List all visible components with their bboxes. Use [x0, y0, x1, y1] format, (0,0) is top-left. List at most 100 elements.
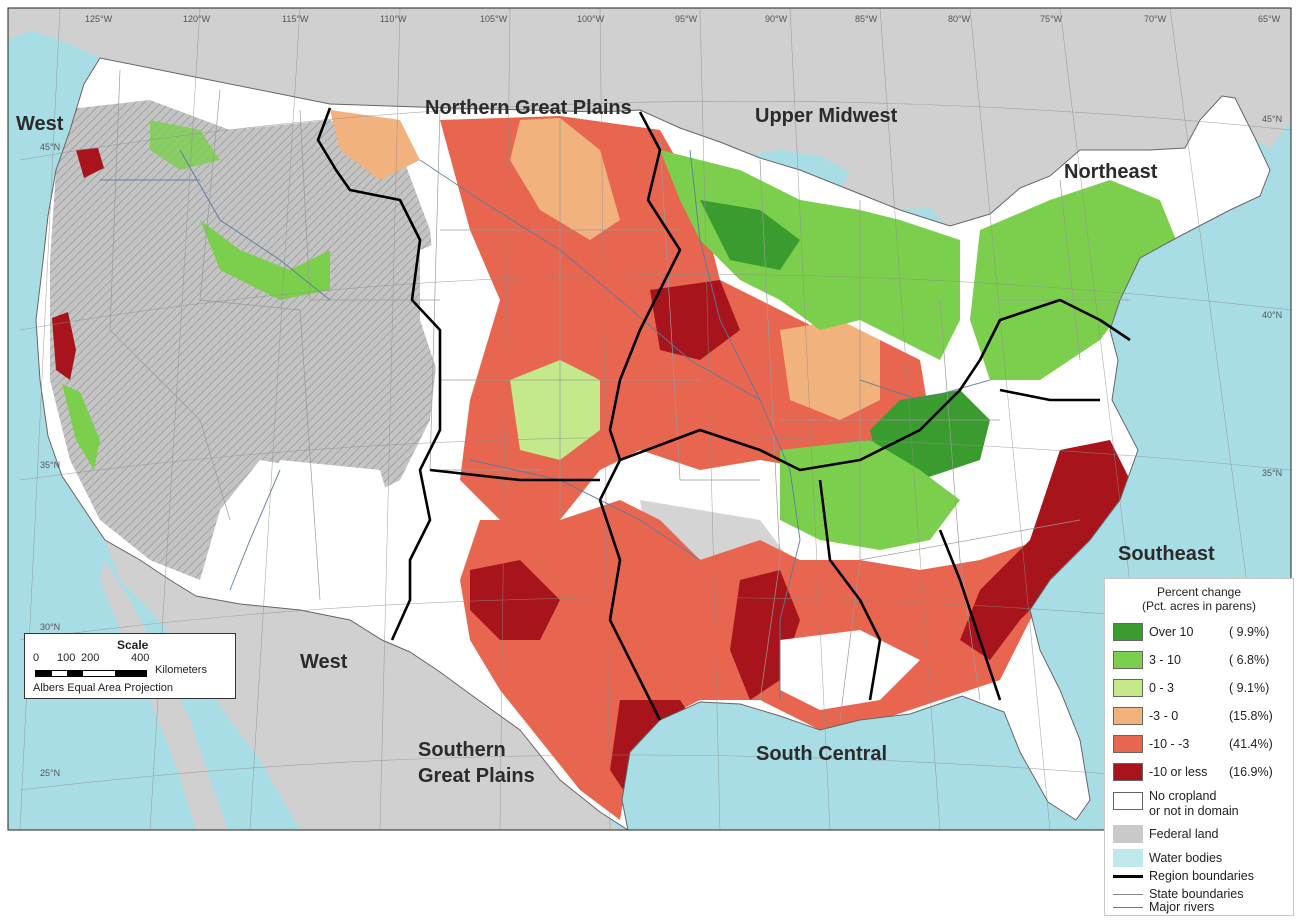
legend-pct: (41.4%)	[1229, 737, 1273, 751]
no-cropland-gulf-coast	[780, 630, 920, 710]
legend-water-bodies: Water bodies	[1113, 847, 1222, 869]
legend-state-boundaries: State boundaries	[1113, 885, 1244, 903]
legend-label: Major rivers	[1149, 900, 1215, 914]
legend-pct: (15.8%)	[1229, 709, 1273, 723]
legend-class-over-10: Over 10 ( 9.9%)	[1113, 621, 1269, 643]
change-minus3-to-0-plains	[510, 118, 620, 240]
scale-tick-0: 0	[33, 652, 40, 664]
legend-line	[1113, 893, 1143, 895]
region-label-upper-midwest: Upper Midwest	[755, 105, 898, 127]
change-3-to-10-upper-midwest	[660, 150, 960, 360]
scale-units: Kilometers	[155, 664, 207, 676]
legend-swatch	[1113, 792, 1143, 810]
region-label-west-north: West	[16, 113, 64, 135]
legend-pct: (16.9%)	[1229, 765, 1273, 779]
scale-tick-400: 400	[131, 652, 150, 664]
scale-title: Scale	[117, 638, 149, 652]
region-label-west-south: West	[300, 651, 348, 673]
change-minus10-or-less-central-valley	[52, 312, 76, 380]
legend-class-0-3: 0 - 3 ( 9.1%)	[1113, 677, 1269, 699]
region-label-southern-great-plains-2: Great Plains	[418, 765, 535, 787]
lat-label: 30°N	[40, 622, 60, 632]
lon-label: 70°W	[1144, 14, 1167, 24]
legend-pct: ( 9.9%)	[1229, 625, 1270, 639]
projection-label: Albers Equal Area Projection	[33, 682, 174, 694]
no-cropland-west	[240, 460, 400, 600]
scale-bar	[35, 670, 147, 677]
lon-label: 105°W	[480, 14, 508, 24]
legend-line	[1113, 906, 1143, 908]
legend-region-boundaries: Region boundaries	[1113, 867, 1254, 885]
region-label-southern-great-plains: Southern	[418, 739, 506, 761]
legend: Percent change (Pct. acres in parens) Ov…	[1104, 578, 1294, 916]
change-minus10-or-less-iowa	[650, 280, 740, 360]
region-label-northeast: Northeast	[1064, 161, 1158, 183]
change-minus10-or-less-texas	[470, 560, 560, 640]
lon-label: 65°W	[1258, 14, 1281, 24]
change-over-10-upper-midwest	[700, 200, 800, 270]
legend-swatch	[1113, 735, 1143, 753]
legend-label: -10 - -3	[1149, 737, 1190, 751]
legend-swatch	[1113, 849, 1143, 867]
no-cropland-florida	[990, 680, 1080, 820]
legend-major-rivers: Major rivers	[1113, 899, 1214, 915]
lon-label: 85°W	[855, 14, 878, 24]
legend-label: 3 - 10	[1149, 653, 1181, 667]
lon-label: 115°W	[282, 14, 309, 24]
legend-no-cropland: No cropland or not in domain	[1113, 789, 1239, 821]
scale-box: Scale 0 100 200 400 Kilometers Albers Eq…	[24, 633, 236, 699]
change-3-to-10-california	[62, 384, 100, 470]
lat-label: 35°N	[1262, 468, 1282, 478]
change-over-10-ohio-valley	[870, 390, 990, 480]
region-boundaries	[316, 107, 1131, 721]
lat-label: 25°N	[40, 768, 60, 778]
change-3-to-10-idaho	[200, 220, 330, 300]
federal-land	[50, 100, 440, 580]
legend-swatch	[1113, 679, 1143, 697]
change-3-to-10-wa	[150, 120, 220, 170]
scale-tick-200: 200	[81, 652, 100, 664]
lon-label: 100°W	[577, 14, 605, 24]
legend-label: Water bodies	[1149, 851, 1223, 865]
lat-label: 35°N	[40, 460, 60, 470]
legend-pct: ( 6.8%)	[1229, 653, 1270, 667]
region-label-southeast: Southeast	[1118, 543, 1215, 565]
legend-label: Federal land	[1149, 827, 1219, 841]
legend-class-3-10: 3 - 10 ( 6.8%)	[1113, 649, 1269, 671]
lon-label: 120°W	[183, 14, 211, 24]
legend-swatch	[1113, 707, 1143, 725]
legend-class-minus10-or-less: -10 or less (16.9%)	[1113, 761, 1273, 783]
legend-swatch	[1113, 623, 1143, 641]
canada-land	[8, 8, 1291, 226]
change-minus10-or-less-carolinas	[960, 440, 1130, 660]
mexico-land	[105, 540, 620, 830]
latitude-labels: 45°N 45°N 40°N 35°N 35°N 30°N 25°N	[40, 114, 1282, 778]
us-outline	[35, 57, 1271, 830]
legend-swatch	[1113, 825, 1143, 843]
legend-title: Percent change	[1156, 585, 1242, 599]
lon-label: 80°W	[948, 14, 971, 24]
legend-label: Region boundaries	[1149, 869, 1254, 883]
region-label-northern-great-plains: Northern Great Plains	[425, 97, 632, 119]
state-boundaries	[109, 69, 1130, 721]
change-minus10-or-less-oregon	[76, 148, 104, 178]
lon-label: 95°W	[675, 14, 698, 24]
legend-class-minus3-0: -3 - 0 (15.8%)	[1113, 705, 1273, 727]
legend-class-minus10-minus3: -10 - -3 (41.4%)	[1113, 733, 1273, 755]
lon-label: 125°W	[85, 14, 113, 24]
legend-label: -10 or less	[1149, 765, 1208, 779]
legend-label: -3 - 0	[1149, 709, 1179, 723]
change-0-to-3-illinois	[780, 320, 880, 420]
lon-label: 110°W	[380, 14, 407, 24]
legend-label: State boundaries	[1149, 887, 1244, 901]
longitude-labels: 125°W 120°W 115°W 110°W 105°W 100°W 95°W…	[85, 14, 1281, 24]
lat-label: 45°N	[1262, 114, 1282, 124]
change-0-to-3-plains	[510, 360, 600, 460]
scale-tick-100: 100	[57, 652, 76, 664]
lat-label: 45°N	[40, 142, 60, 152]
legend-label: Over 10	[1149, 625, 1194, 639]
lon-label: 75°W	[1040, 14, 1063, 24]
lat-label: 40°N	[1262, 310, 1282, 320]
legend-label: No cropland or not in domain	[1149, 789, 1239, 818]
legend-label: 0 - 3	[1149, 681, 1175, 695]
